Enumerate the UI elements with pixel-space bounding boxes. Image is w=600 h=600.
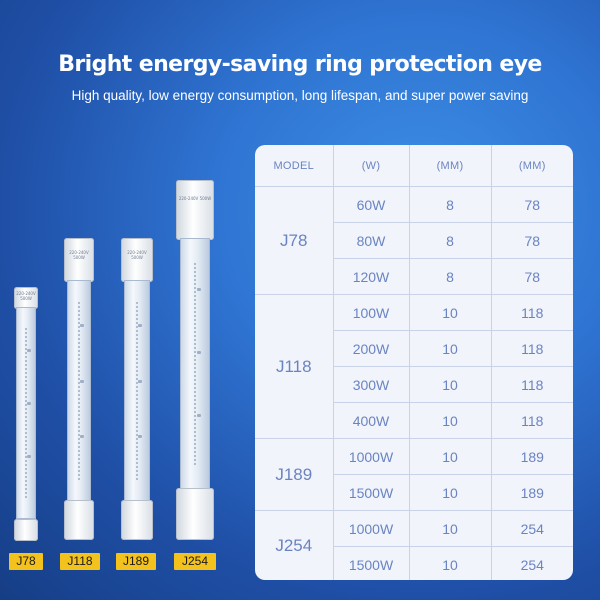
watt-cell: 1500W: [333, 474, 410, 511]
diameter-cell: 10: [409, 546, 492, 580]
spec-table: MODEL (W) (MM) (MM) J78 60W 8 78 80W 8 7…: [255, 145, 573, 580]
bulb-print-text: 220-240V 500W: [69, 250, 89, 260]
header-watt: (W): [333, 145, 410, 187]
bulb-print-text: 220-240V 500W: [127, 250, 147, 260]
bulb-coil-support: [196, 414, 201, 417]
table-row: 400W 10 118: [255, 402, 573, 439]
page-title: Bright energy-saving ring protection eye: [58, 52, 542, 77]
diameter-cell: 8: [409, 222, 492, 259]
diameter-cell: 10: [409, 402, 492, 439]
table-header-row: MODEL (W) (MM) (MM): [255, 145, 573, 187]
bulb-coil-support: [196, 351, 201, 354]
bulb-label-j118: J118: [60, 553, 100, 570]
diameter-cell: 10: [409, 330, 492, 367]
length-cell: 118: [491, 366, 573, 403]
page-subtitle: High quality, low energy consumption, lo…: [71, 88, 529, 103]
model-cell: J254: [255, 510, 334, 580]
length-cell: 189: [491, 474, 573, 511]
bulb-coil-support: [80, 380, 85, 383]
length-cell: 78: [491, 186, 573, 223]
table-row: J78 60W 8 78: [255, 186, 573, 295]
bulb-j78-image: 220-240V 500W: [14, 287, 38, 541]
diameter-cell: 10: [409, 438, 492, 475]
length-cell: 118: [491, 330, 573, 367]
diameter-cell: 10: [409, 366, 492, 403]
bulb-coil-support: [138, 324, 143, 327]
bulb-label-j254: J254: [174, 553, 216, 570]
diameter-cell: 8: [409, 186, 492, 223]
header-length: (MM): [491, 145, 573, 187]
spec-table-panel: MODEL (W) (MM) (MM) J78 60W 8 78 80W 8 7…: [255, 145, 573, 580]
watt-cell: 200W: [333, 330, 410, 367]
table-row: 300W 10 118: [255, 366, 573, 403]
table-row: 1500W 10 189: [255, 474, 573, 511]
watt-cell: 400W: [333, 402, 410, 439]
watt-cell: 1000W: [333, 510, 410, 547]
bulb-coil-support: [26, 402, 31, 405]
table-row: 120W 8 78: [255, 258, 573, 295]
length-cell: 78: [491, 258, 573, 295]
bulb-j118-image: 220-240V 500W: [64, 238, 94, 540]
bulb-print-text: 220-240V 500W: [16, 291, 36, 301]
length-cell: 254: [520, 556, 544, 573]
model-cell: J118: [255, 294, 334, 439]
table-row: J118 100W 10 118: [255, 294, 573, 439]
header-diameter: (MM): [409, 145, 492, 187]
length-cell: 78: [491, 222, 573, 259]
diameter-cell: 10: [409, 510, 492, 547]
bulb-coil-support: [80, 435, 85, 438]
watt-cell: 80W: [333, 222, 410, 259]
table-row: 1500W 10 254: [255, 546, 573, 580]
bulb-coil-support: [26, 455, 31, 458]
bulb-coil-support: [196, 288, 201, 291]
table-row: 200W 10 118: [255, 330, 573, 367]
watt-cell: 100W: [333, 294, 410, 331]
table-row: J254 1000W 10 254: [255, 510, 573, 580]
watt-cell: 120W: [333, 258, 410, 295]
length-cell: 118: [491, 402, 573, 439]
bulb-coil-support: [26, 349, 31, 352]
model-cell: J78: [255, 186, 334, 295]
watt-cell: 1500W: [333, 546, 410, 580]
diameter-cell: 10: [409, 294, 492, 331]
watt-cell: 300W: [333, 366, 410, 403]
diameter-cell: 8: [409, 258, 492, 295]
table-row: J189 1000W 10 189: [255, 438, 573, 511]
table-row: 80W 8 78: [255, 222, 573, 259]
header-model: MODEL: [255, 145, 334, 187]
bulb-label-j78: J78: [9, 553, 43, 570]
bulb-coil-support: [80, 324, 85, 327]
bulb-coil-support: [138, 435, 143, 438]
diameter-cell: 10: [409, 474, 492, 511]
watt-cell: 1000W: [333, 438, 410, 475]
length-cell: 189: [491, 438, 573, 475]
bulb-coil-support: [138, 380, 143, 383]
watt-cell: 60W: [333, 186, 410, 223]
bulb-print-text: 220-240V 500W: [178, 196, 212, 201]
length-cell: 254: [491, 510, 573, 547]
bulb-j254-image: 220-240V 500W: [176, 180, 214, 540]
length-cell: 118: [491, 294, 573, 331]
bulb-label-j189: J189: [116, 553, 156, 570]
model-cell: J189: [255, 438, 334, 511]
bulb-j189-image: 220-240V 500W: [121, 238, 153, 540]
